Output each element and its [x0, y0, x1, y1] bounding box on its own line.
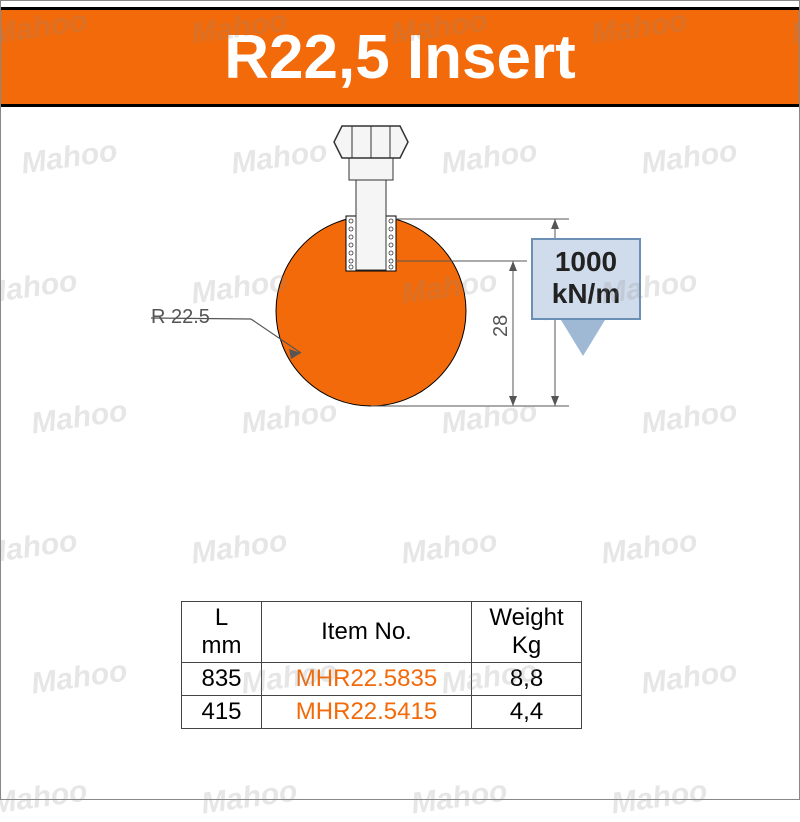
watermark-text: Mahoo	[199, 774, 299, 821]
table-row: 415MHR22.54154,4	[182, 696, 582, 729]
watermark-text: Mahoo	[609, 774, 709, 821]
watermark-text: Mahoo	[29, 654, 129, 701]
table-header: Item No.	[262, 602, 472, 663]
cell-item-no: MHR22.5415	[262, 696, 472, 729]
watermark-text: Mahoo	[639, 654, 739, 701]
watermark-text: Mahoo	[409, 774, 509, 821]
header-bar: R22,5 Insert	[1, 7, 799, 107]
cell-length: 835	[182, 663, 262, 696]
load-rating-box: 1000 kN/m	[531, 238, 641, 320]
diagram-svg: R 22.52838	[1, 116, 800, 546]
cell-length: 415	[182, 696, 262, 729]
spec-table-wrap: LmmItem No.WeightKg 835MHR22.58358,8415M…	[181, 601, 582, 729]
spec-table: LmmItem No.WeightKg 835MHR22.58358,8415M…	[181, 601, 582, 729]
spec-table-body: 835MHR22.58358,8415MHR22.54154,4	[182, 663, 582, 729]
table-header: Lmm	[182, 602, 262, 663]
technical-diagram: R 22.52838 1000 kN/m	[1, 116, 799, 546]
load-value: 1000	[533, 246, 639, 278]
load-unit: kN/m	[533, 278, 639, 310]
page-title: R22,5 Insert	[224, 22, 576, 93]
cell-item-no: MHR22.5835	[262, 663, 472, 696]
load-arrow-icon	[561, 320, 605, 356]
table-header: WeightKg	[472, 602, 582, 663]
table-row: 835MHR22.58358,8	[182, 663, 582, 696]
radius-label: R 22.5	[151, 306, 210, 328]
cell-weight: 4,4	[472, 696, 582, 729]
spec-table-head: LmmItem No.WeightKg	[182, 602, 582, 663]
cell-weight: 8,8	[472, 663, 582, 696]
watermark-text: Mahoo	[0, 774, 90, 821]
dimension-label: 28	[490, 315, 512, 337]
